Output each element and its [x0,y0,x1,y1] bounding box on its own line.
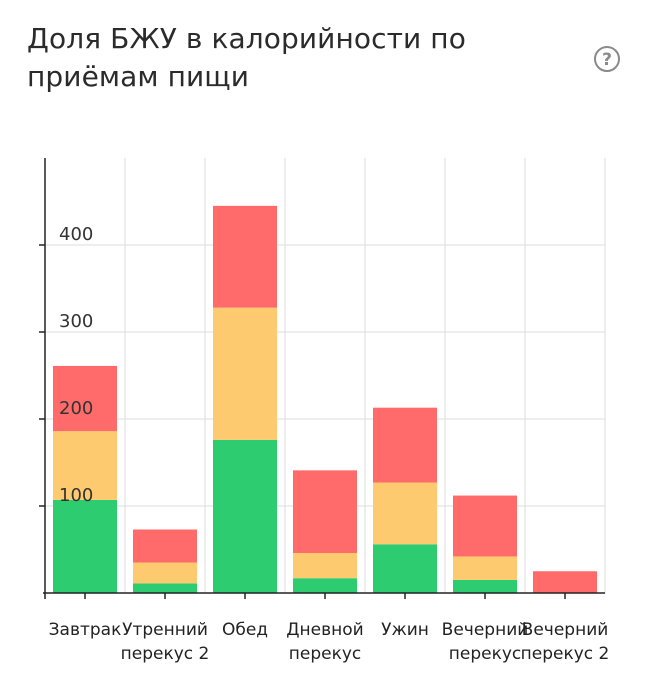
y-tick-label: 300 [59,311,93,332]
bar-segment-3 [133,529,197,563]
question-circle-icon[interactable]: ? [593,45,621,73]
bar-segment-2 [213,307,277,440]
bar-segment-3 [293,470,357,553]
help-icon[interactable]: ? [593,45,621,73]
x-tick-label: Вечерний перекус [442,620,529,664]
x-tick-label: Завтрак [49,620,122,640]
bar-segment-1 [133,583,197,593]
x-tick-label: Обед [222,620,268,640]
bar-segment-1 [53,499,117,593]
bar-segment-2 [133,562,197,584]
bar-segment-1 [373,544,437,593]
x-tick-label: Ужин [381,620,429,640]
y-tick-label: 100 [59,485,93,506]
bar-segment-3 [373,407,437,483]
y-tick-label: 200 [59,398,93,419]
x-tick-label: Дневной перекус [286,620,363,664]
bar-segment-2 [53,431,117,500]
bar-segment-2 [373,482,437,545]
svg-text:?: ? [602,50,612,70]
x-tick-label: Утренний перекус 2 [121,620,210,664]
bar-segment-2 [293,552,357,579]
bar-segment-1 [453,579,517,593]
bar-segment-3 [213,205,277,308]
bar-segment-2 [453,556,517,580]
bar-segment-1 [293,578,357,593]
bar-segment-3 [453,495,517,557]
x-tick-label: Вечерний перекус 2 [521,620,610,664]
bar-segment-3 [533,571,597,593]
chart-title: Доля БЖУ в калорийности по приёмам пищи [27,22,466,93]
bar-segment-1 [213,439,277,593]
y-tick-label: 400 [59,224,93,245]
bar-segment-3 [53,365,117,432]
